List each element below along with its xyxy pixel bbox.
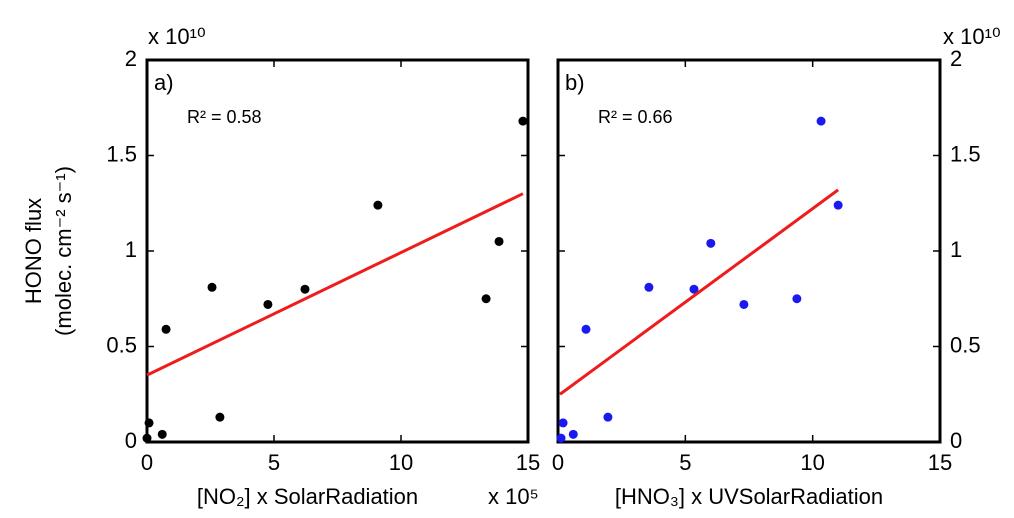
x-tick-label: 5 xyxy=(268,450,280,475)
y-multiplier: x 10¹⁰ xyxy=(943,24,1001,49)
x-axis-label: [HNO₃] x UVSolarRadiation xyxy=(615,484,883,509)
x-tick-label: 15 xyxy=(516,450,540,475)
point xyxy=(833,200,843,210)
point xyxy=(558,418,568,428)
y-tick-label: 0 xyxy=(125,428,137,453)
y-tick-label: 2 xyxy=(950,46,962,71)
y-multiplier: x 10¹⁰ xyxy=(148,24,206,49)
fit-line xyxy=(559,188,840,396)
y-tick-label: 0.5 xyxy=(106,332,137,357)
point xyxy=(644,282,654,292)
point xyxy=(494,236,504,246)
point xyxy=(568,429,578,439)
point xyxy=(792,294,802,304)
y-axis-label: (molec. cm⁻² s⁻¹) xyxy=(51,166,76,336)
panel-label: a) xyxy=(154,70,174,95)
y-tick-label: 0.5 xyxy=(950,332,981,357)
annotation: R² = 0.58 xyxy=(187,107,262,127)
x-tick-label: 15 xyxy=(928,450,952,475)
point xyxy=(816,116,826,126)
y-tick-label: 1 xyxy=(950,237,962,262)
point xyxy=(207,282,217,292)
point xyxy=(215,412,225,422)
x-tick-label: 5 xyxy=(679,450,691,475)
point xyxy=(263,299,273,309)
x-axis-label: [NO₂] x SolarRadiation xyxy=(197,484,418,509)
point xyxy=(161,324,171,334)
point xyxy=(739,299,749,309)
point xyxy=(603,412,613,422)
point xyxy=(300,284,310,294)
y-tick-label: 0 xyxy=(950,428,962,453)
y-axis-label: HONO flux xyxy=(21,198,46,304)
point xyxy=(373,200,383,210)
point xyxy=(581,324,591,334)
y-tick-label: 1.5 xyxy=(950,141,981,166)
y-tick-label: 1 xyxy=(125,237,137,262)
point xyxy=(706,238,716,248)
point xyxy=(556,433,566,443)
point xyxy=(142,433,152,443)
x-multiplier: x 10⁵ xyxy=(488,484,539,509)
point xyxy=(689,284,699,294)
x-tick-label: 10 xyxy=(389,450,413,475)
point xyxy=(481,294,491,304)
fit-line xyxy=(146,192,524,377)
point xyxy=(518,116,528,126)
x-tick-label: 0 xyxy=(552,450,564,475)
y-tick-label: 1.5 xyxy=(106,141,137,166)
x-tick-label: 10 xyxy=(800,450,824,475)
point xyxy=(157,429,167,439)
panel-label: b) xyxy=(565,70,585,95)
point xyxy=(144,418,154,428)
y-tick-label: 2 xyxy=(125,46,137,71)
annotation: R² = 0.66 xyxy=(598,107,673,127)
x-tick-label: 0 xyxy=(141,450,153,475)
